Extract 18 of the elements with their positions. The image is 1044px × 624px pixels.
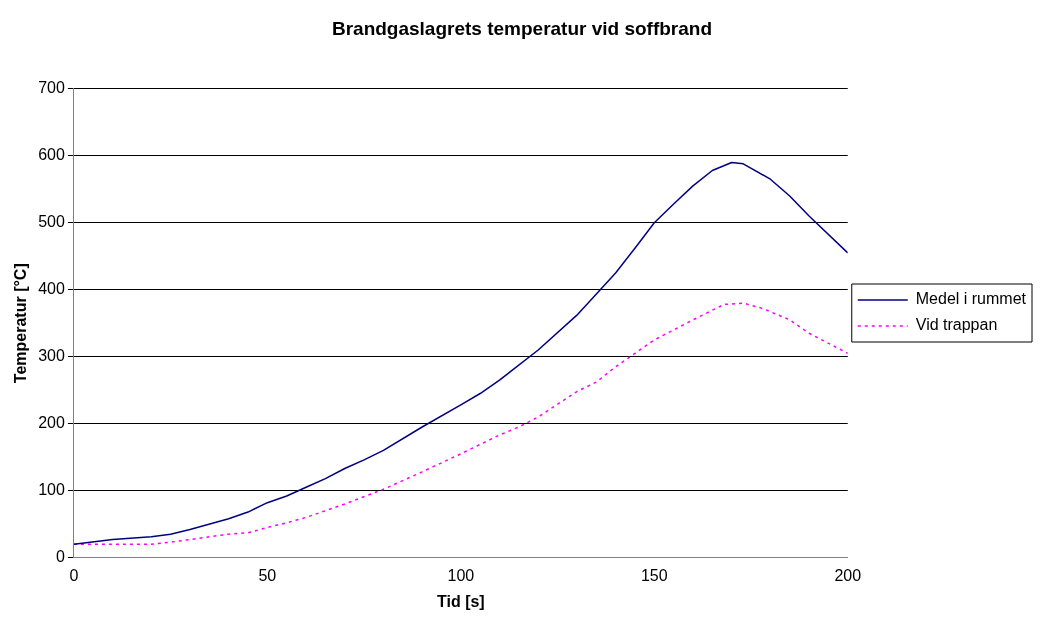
- x-tick-label: 150: [640, 566, 668, 584]
- x-tick-label: 0: [69, 566, 79, 584]
- y-tick-label: 300: [38, 347, 65, 365]
- y-tick-label: 100: [38, 481, 65, 499]
- x-tick-label: 200: [834, 566, 862, 584]
- legend-label: Vid trappan: [915, 316, 998, 334]
- y-tick-label: 500: [38, 213, 65, 231]
- chart-title: Brandgaslagrets temperatur vid soffbrand: [331, 17, 713, 39]
- y-tick-label: 600: [38, 146, 65, 164]
- y-tick-label: 700: [38, 79, 65, 97]
- y-tick-label: 0: [55, 548, 65, 566]
- y-axis-title: Temperatur [°C]: [12, 263, 30, 384]
- x-axis-title: Tid [s]: [436, 592, 485, 610]
- y-tick-label: 200: [38, 414, 65, 432]
- legend-label: Medel i rummet: [915, 290, 1027, 308]
- y-tick-label: 400: [38, 280, 65, 298]
- x-tick-label: 100: [447, 566, 475, 584]
- x-tick-label: 50: [258, 566, 277, 584]
